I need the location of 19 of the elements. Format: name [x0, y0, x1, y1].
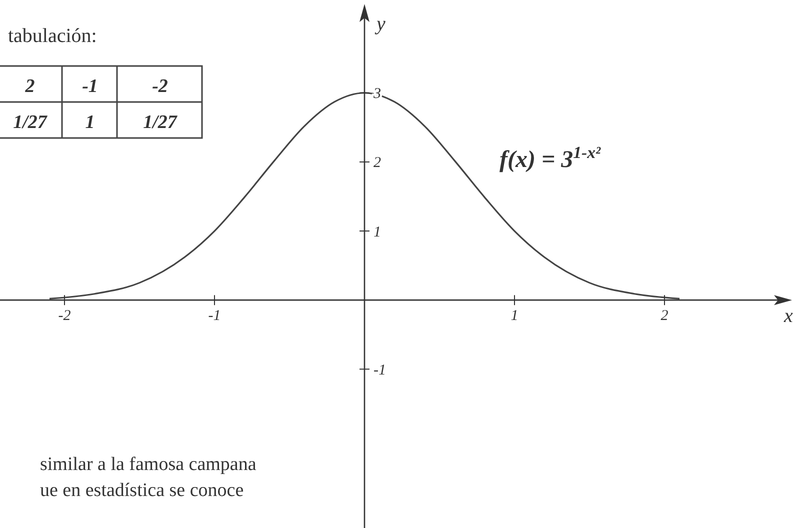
x-axis-title: x	[783, 305, 793, 328]
y-axis-title: y	[374, 13, 386, 35]
annotation: tabulación:	[8, 25, 97, 47]
annotation: similar a la famosa campana	[40, 454, 257, 475]
annotation: -1	[82, 76, 98, 97]
annotation: f(x) = 3$^{1-x²}$	[500, 142, 602, 173]
x-tick-label: 1	[510, 308, 518, 324]
annotation: 1/27	[13, 112, 48, 133]
y-tick-label: 1	[374, 224, 381, 240]
annotation: 1	[85, 112, 95, 133]
y-tick-label: -1	[374, 362, 386, 378]
annotation: 2	[24, 76, 36, 97]
annotation: ue en estadística se conoce	[40, 480, 244, 501]
annotation: 1/27	[143, 112, 178, 133]
annotation: -2	[152, 76, 168, 97]
x-tick-label: 2	[660, 308, 669, 324]
x-tick-label: -2	[58, 308, 72, 324]
y-tick-label: 2	[374, 155, 382, 172]
x-tick-label: -1	[208, 308, 221, 324]
